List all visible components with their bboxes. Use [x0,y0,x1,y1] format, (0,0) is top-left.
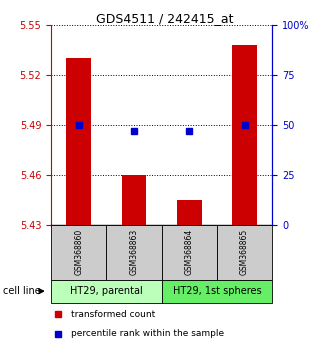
Text: GSM368860: GSM368860 [74,229,83,275]
Bar [232,45,257,225]
Text: GSM368864: GSM368864 [185,229,194,275]
Bar [162,280,272,303]
Text: GSM368863: GSM368863 [130,229,139,275]
Text: transformed count: transformed count [71,310,155,319]
Text: GDS4511 / 242415_at: GDS4511 / 242415_at [96,12,234,25]
Text: percentile rank within the sample: percentile rank within the sample [71,329,224,338]
Text: HT29, 1st spheres: HT29, 1st spheres [173,286,261,296]
Text: cell line: cell line [3,286,41,296]
Bar [51,225,106,280]
Bar [177,200,202,225]
Bar [106,225,162,280]
Bar [51,280,162,303]
Bar [122,175,147,225]
Bar [162,225,217,280]
Text: GSM368865: GSM368865 [240,229,249,275]
Bar [217,225,272,280]
Text: HT29, parental: HT29, parental [70,286,143,296]
Bar [66,58,91,225]
